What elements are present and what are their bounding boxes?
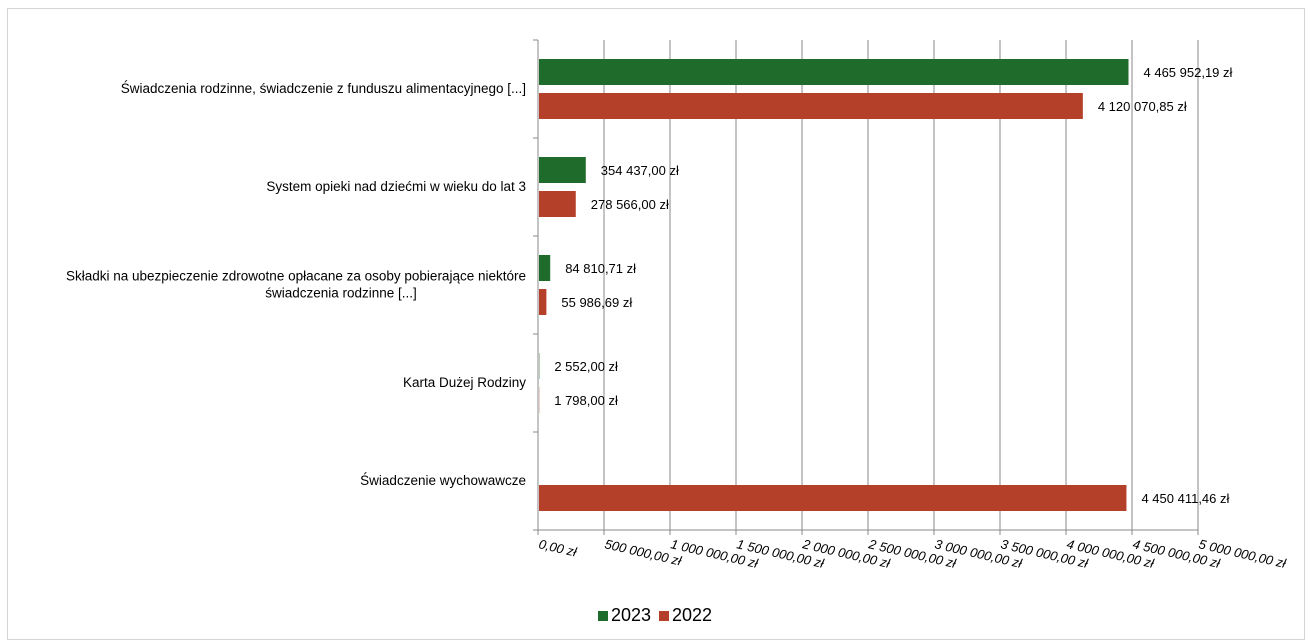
- data-label-2022-1: 278 566,00 zł: [591, 197, 669, 212]
- bar-2022-0: [539, 93, 1083, 119]
- bar-2022-2: [539, 289, 547, 315]
- legend-swatch-2023: [597, 610, 608, 621]
- data-label-2022-4: 4 450 411,46 zł: [1141, 491, 1229, 506]
- bar-2023-2: [539, 255, 551, 281]
- legend-label-2023: 2023: [610, 605, 651, 625]
- category-label-2-line-0: Składki na ubezpieczenie zdrowotne opłac…: [66, 269, 526, 284]
- bar-2023-1: [539, 157, 586, 183]
- data-label-2023-1: 354 437,00 zł: [601, 163, 679, 178]
- bar-2022-1: [539, 191, 576, 217]
- legend-item-2023: 2023: [597, 605, 651, 626]
- bar-2023-0: [539, 59, 1129, 85]
- category-label-3: Karta Dużej Rodziny: [403, 375, 526, 390]
- data-label-2023-3: 2 552,00 zł: [554, 359, 618, 374]
- data-label-2023-0: 4 465 952,19 zł: [1144, 65, 1233, 80]
- data-label-2022-3: 1 798,00 zł: [554, 393, 618, 408]
- data-label-2022-0: 4 120 070,85 zł: [1098, 99, 1187, 114]
- category-label-1: System opieki nad dziećmi w wieku do lat…: [266, 179, 526, 194]
- legend: 2023 2022: [0, 605, 1310, 626]
- category-label-4: Świadczenie wychowawcze: [360, 473, 526, 488]
- bar-2022-4: [539, 485, 1127, 511]
- legend-item-2022: 2022: [659, 605, 712, 626]
- data-label-2023-2: 84 810,71 zł: [565, 261, 636, 276]
- legend-label-2022: 2022: [672, 605, 713, 625]
- x-tick-label-0: 0,00 zł: [537, 536, 579, 559]
- category-label-2-line-1: świadczenia rodzinne [...]: [265, 286, 417, 301]
- category-label-0: Świadczenia rodzinne, świadczenie z fund…: [121, 81, 526, 96]
- legend-swatch-2022: [659, 610, 669, 621]
- data-label-2022-2: 55 986,69 zł: [561, 295, 632, 310]
